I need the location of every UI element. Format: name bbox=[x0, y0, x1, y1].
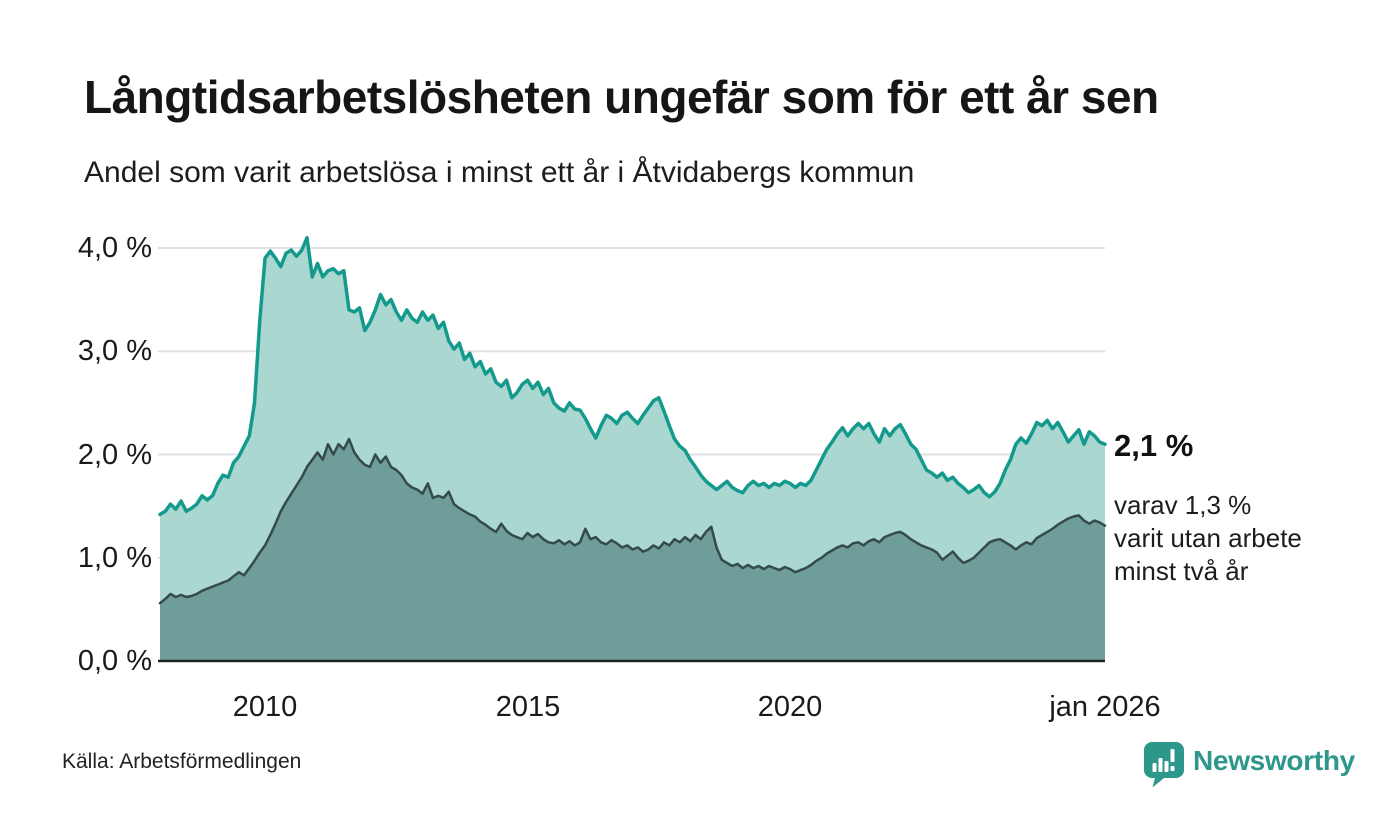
x-tick-label: 2015 bbox=[495, 691, 561, 723]
x-tick-label: 2010 bbox=[232, 691, 298, 723]
y-tick-label: 0,0 % bbox=[77, 645, 152, 677]
y-tick-label: 2,0 % bbox=[77, 439, 152, 471]
newsworthy-logo: Newsworthy bbox=[1144, 742, 1355, 788]
newsworthy-bubble-chart-icon bbox=[1144, 742, 1184, 788]
y-tick-label: 3,0 % bbox=[77, 335, 152, 367]
x-tick-label: jan 2026 bbox=[1049, 691, 1161, 723]
y-tick-label: 1,0 % bbox=[77, 542, 152, 574]
source-note: Källa: Arbetsförmedlingen bbox=[62, 750, 302, 773]
x-tick-label: 2020 bbox=[757, 691, 823, 723]
latest-value-label: 2,1 % bbox=[1114, 428, 1194, 463]
chart-subtitle: Andel som varit arbetslösa i minst ett å… bbox=[84, 156, 915, 189]
secondary-annotation: varav 1,3 % varit utan arbete minst två … bbox=[1114, 490, 1302, 586]
series-line-2 bbox=[158, 437, 1107, 605]
y-tick-label: 4,0 % bbox=[77, 232, 152, 264]
page-title: Långtidsarbetslösheten ungefär som för e… bbox=[84, 71, 1159, 123]
newsworthy-wordmark: Newsworthy bbox=[1193, 745, 1355, 776]
series-line-1 bbox=[158, 235, 1107, 517]
